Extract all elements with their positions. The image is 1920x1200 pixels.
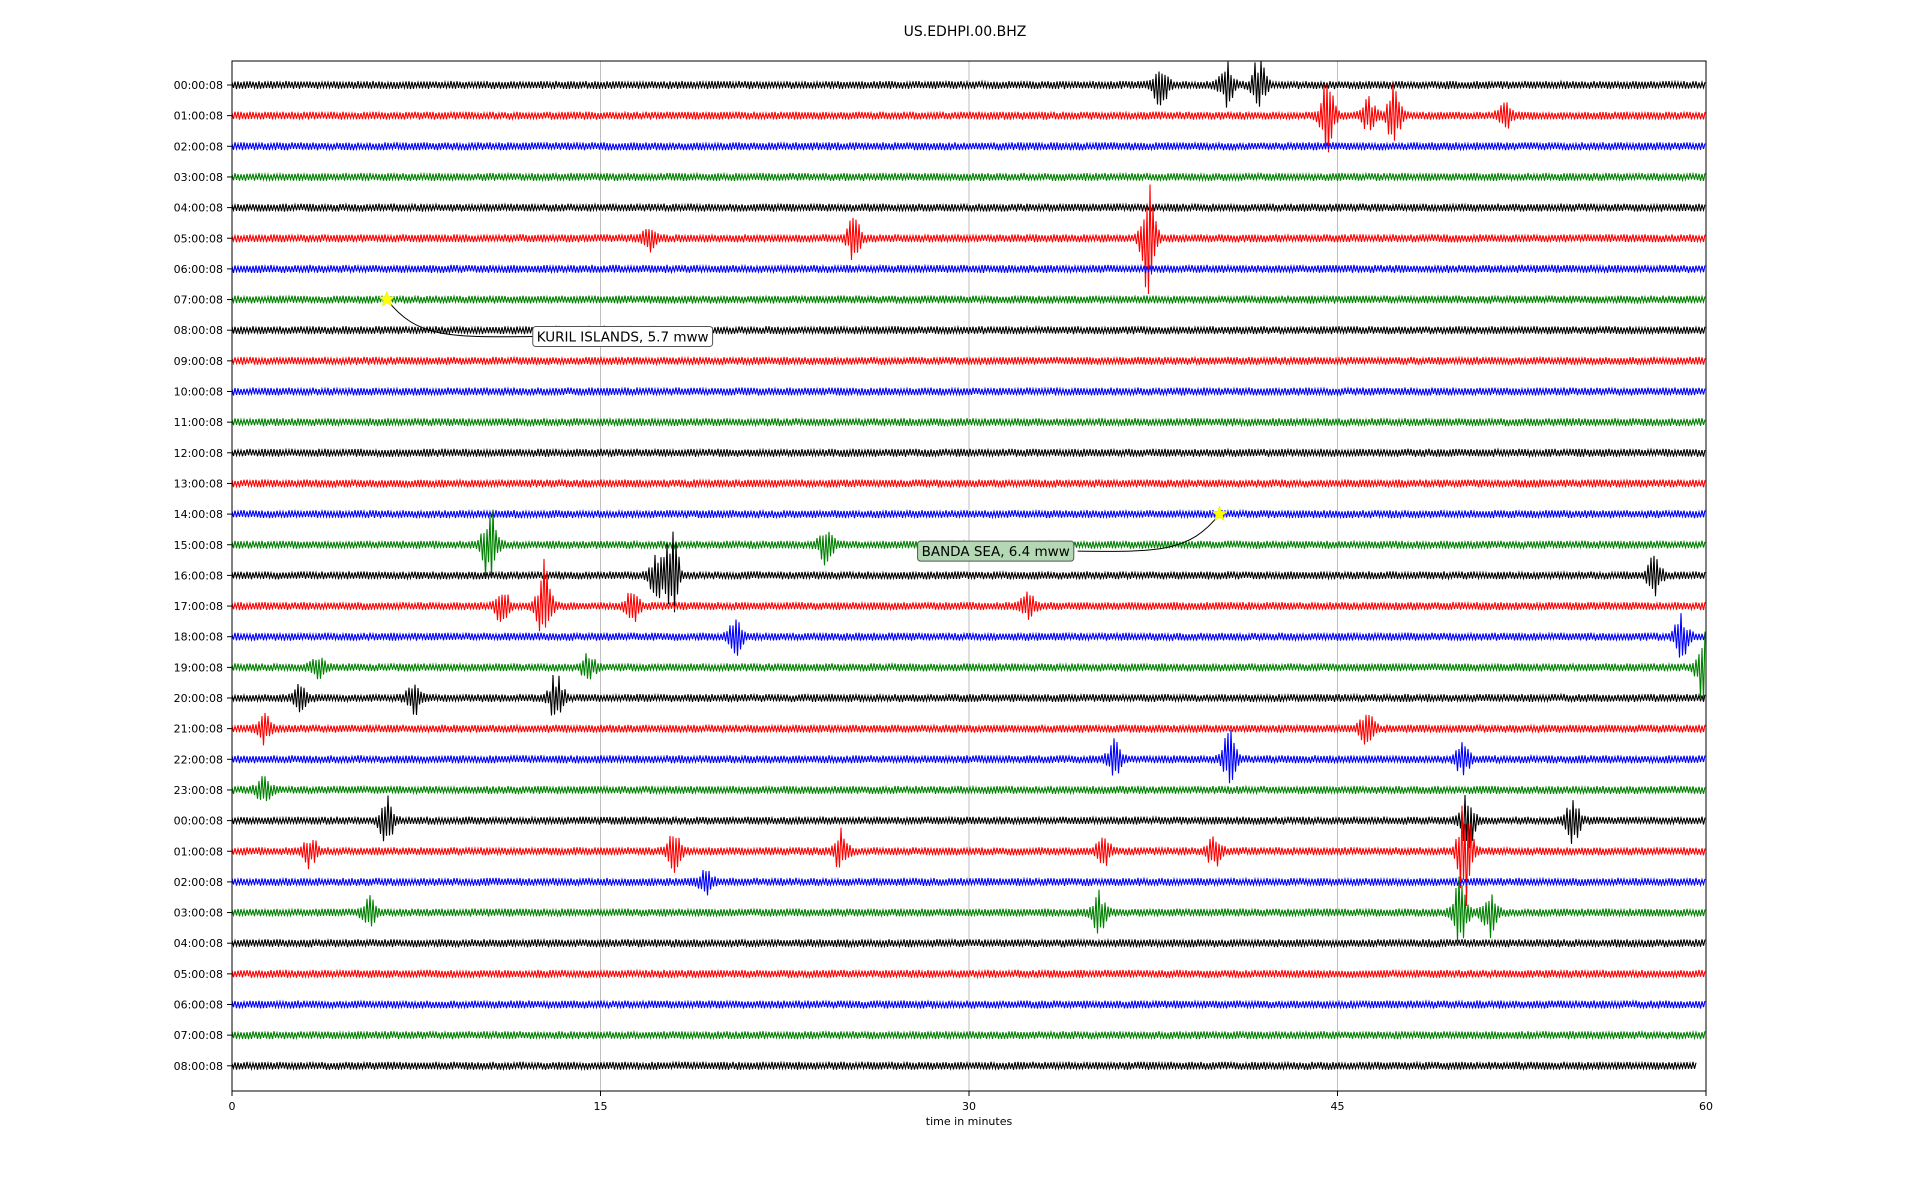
y-tick-label: 06:00:08	[174, 999, 223, 1012]
y-tick-label: 18:00:08	[174, 631, 223, 644]
y-tick-label: 05:00:08	[174, 968, 223, 981]
trace-row-23	[231, 776, 1706, 802]
y-tick-label: 01:00:08	[174, 110, 223, 123]
x-tick-label: 45	[1331, 1100, 1345, 1113]
seismic-traces	[231, 60, 1706, 1072]
y-tick-label: 13:00:08	[174, 477, 223, 490]
y-tick-label: 06:00:08	[174, 263, 223, 276]
y-tick-label: 00:00:08	[174, 815, 223, 828]
trace-row-21	[231, 712, 1706, 746]
y-tick-label: 01:00:08	[174, 845, 223, 858]
y-tick-label: 17:00:08	[174, 600, 223, 613]
y-tick-label: 20:00:08	[174, 692, 223, 705]
y-tick-label: 04:00:08	[174, 202, 223, 215]
y-tick-label: 23:00:08	[174, 784, 223, 797]
event-connector	[1077, 513, 1220, 552]
y-tick-label: 08:00:08	[174, 324, 223, 337]
trace-row-30	[231, 999, 1706, 1010]
x-tick-label: 60	[1699, 1100, 1713, 1113]
y-tick-label: 10:00:08	[174, 386, 223, 399]
x-ticks: 0 15 30 45 60	[229, 1091, 1713, 1113]
x-axis-label: time in minutes	[926, 1115, 1013, 1128]
trace-row-17	[231, 558, 1706, 632]
trace-row-25	[231, 805, 1706, 907]
x-tick-label: 0	[229, 1100, 236, 1113]
y-tick-label: 14:00:08	[174, 508, 223, 521]
event-label: KURIL ISLANDS, 5.7 mww	[537, 330, 709, 346]
chart-title: US.EDHPI.00.BHZ	[904, 24, 1027, 40]
trace-row-20	[231, 674, 1706, 716]
trace-row-8	[231, 324, 1706, 336]
trace-row-16	[231, 531, 1706, 613]
y-tick-label: 03:00:08	[174, 907, 223, 920]
event-0: KURIL ISLANDS, 5.7 mww	[378, 290, 714, 348]
trace-row-10	[231, 386, 1706, 397]
plot-frame	[231, 60, 1707, 1092]
trace-row-27	[231, 876, 1706, 942]
trace-row-7	[231, 294, 1706, 305]
y-tick-label: 12:00:08	[174, 447, 223, 460]
trace-row-28	[231, 937, 1706, 949]
trace-row-29	[231, 968, 1706, 980]
trace-row-9	[231, 355, 1706, 367]
y-tick-label: 05:00:08	[174, 232, 223, 245]
y-tick-label: 19:00:08	[174, 661, 223, 674]
trace-row-19	[231, 631, 1706, 701]
trace-row-32	[231, 1060, 1697, 1072]
trace-row-13	[231, 478, 1706, 489]
y-tick-label: 02:00:08	[174, 876, 223, 889]
y-tick-label: 03:00:08	[174, 171, 223, 184]
event-star-icon	[378, 290, 396, 307]
trace-row-22	[231, 730, 1706, 784]
trace-row-5	[231, 184, 1706, 295]
trace-row-3	[231, 171, 1706, 183]
y-tick-label: 04:00:08	[174, 937, 223, 950]
y-tick-label: 00:00:08	[174, 79, 223, 92]
y-tick-labels: 00:00:08 01:00:08 02:00:08 03:00:08 04:00:08…	[174, 79, 232, 1073]
trace-row-2	[231, 141, 1706, 152]
event-1: BANDA SEA, 6.4 mww	[917, 505, 1228, 562]
trace-row-0	[231, 60, 1706, 108]
trace-row-31	[231, 1029, 1706, 1041]
y-tick-label: 11:00:08	[174, 416, 223, 429]
trace-row-1	[231, 83, 1706, 153]
y-tick-label: 02:00:08	[174, 140, 223, 153]
x-tick-label: 30	[962, 1100, 976, 1113]
event-label-box	[917, 540, 1075, 562]
trace-row-4	[231, 202, 1706, 213]
trace-row-11	[231, 416, 1706, 428]
y-tick-label: 22:00:08	[174, 753, 223, 766]
y-tick-label: 08:00:08	[174, 1060, 223, 1073]
trace-row-18	[231, 613, 1706, 658]
trace-row-14	[231, 508, 1706, 520]
x-tick-label: 15	[594, 1100, 608, 1113]
event-star-icon	[1211, 505, 1228, 522]
trace-row-24	[231, 794, 1706, 849]
event-label: BANDA SEA, 6.4 mww	[922, 544, 1070, 560]
y-tick-label: 16:00:08	[174, 569, 223, 582]
y-tick-label: 07:00:08	[174, 1029, 223, 1042]
y-tick-label: 21:00:08	[174, 723, 223, 736]
trace-row-12	[231, 447, 1706, 459]
y-tick-label: 09:00:08	[174, 355, 223, 368]
event-annotations: KURIL ISLANDS, 5.7 mww BANDA SEA, 6.4 mww	[378, 290, 1228, 562]
trace-row-6	[231, 263, 1706, 275]
event-connector	[386, 299, 533, 338]
event-label-box	[532, 326, 714, 348]
y-tick-label: 07:00:08	[174, 294, 223, 307]
y-tick-label: 15:00:08	[174, 539, 223, 552]
